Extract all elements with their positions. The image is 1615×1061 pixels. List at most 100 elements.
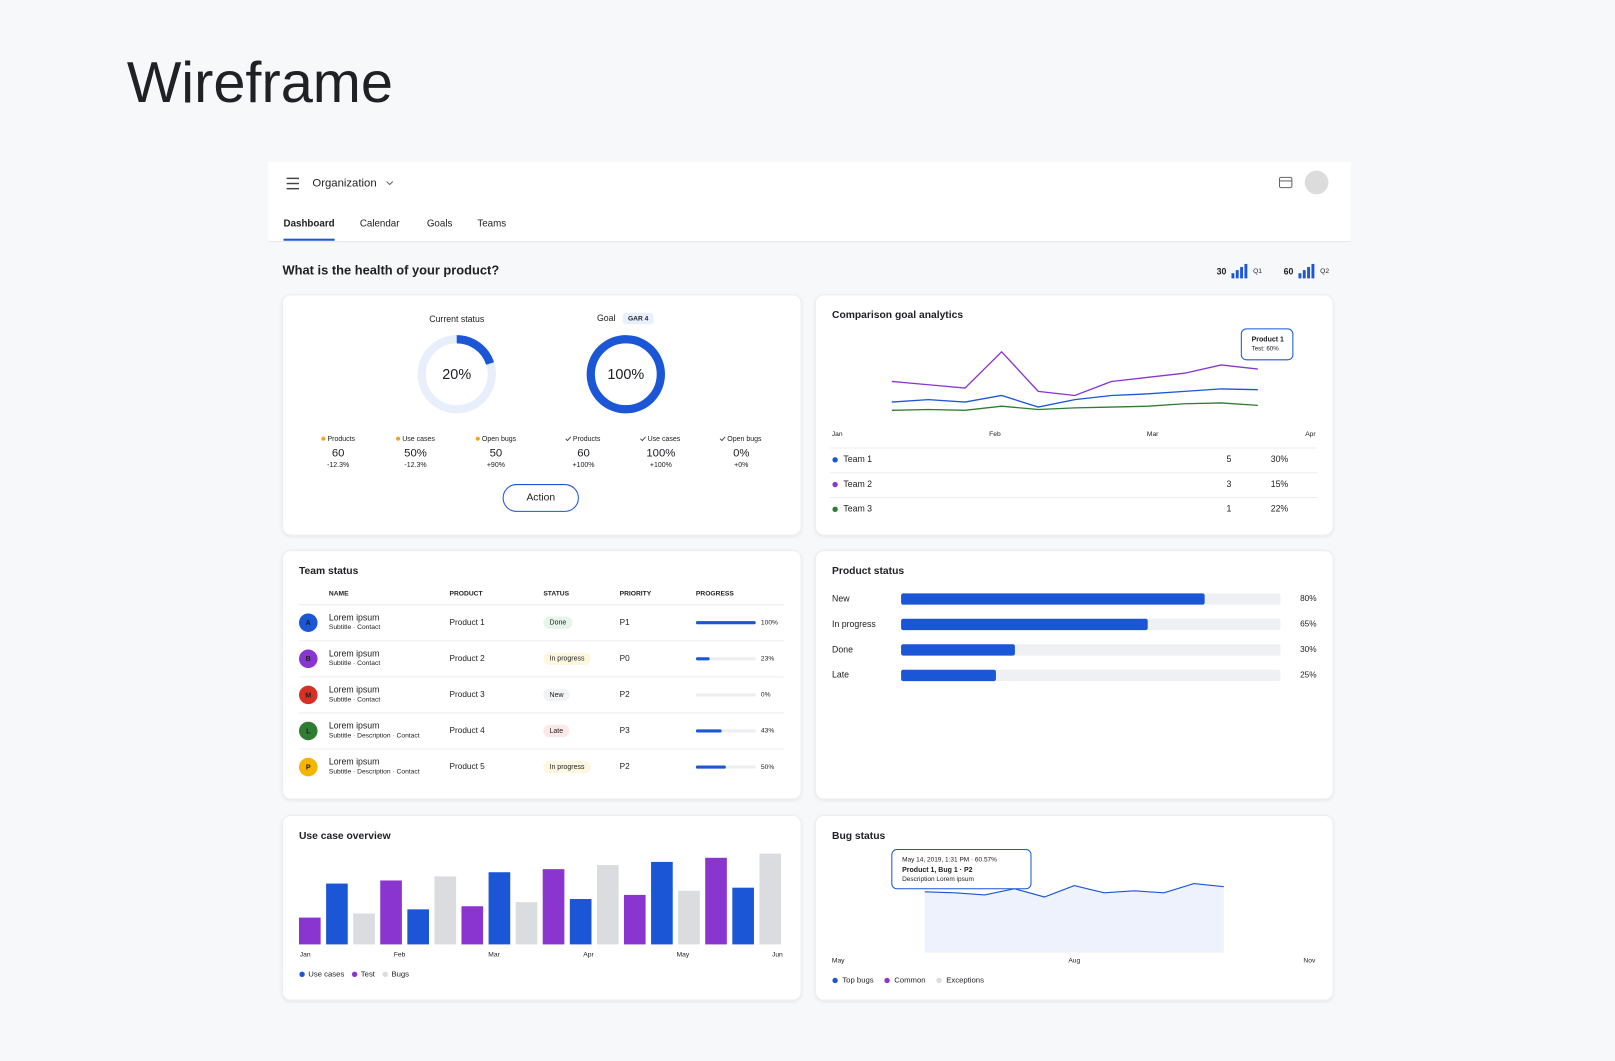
status-label: In progress bbox=[550, 764, 586, 771]
legend-label: Top bugs bbox=[842, 976, 873, 985]
row-subtitle: Subtitle · Description · Contact bbox=[329, 732, 420, 739]
row-name: Lorem ipsum bbox=[329, 721, 380, 731]
legend-dot bbox=[351, 971, 358, 977]
bar bbox=[705, 857, 727, 945]
metric-value: 60 bbox=[332, 448, 345, 460]
progress-label: 43% bbox=[761, 728, 774, 735]
progress-label: 0% bbox=[761, 692, 771, 699]
page-title: Wireframe bbox=[127, 51, 393, 115]
progress-label: 23% bbox=[761, 656, 774, 663]
card-title: Bug status bbox=[832, 831, 885, 842]
bar-label: 30% bbox=[1300, 645, 1317, 654]
metric-name: Open bugs bbox=[727, 436, 762, 443]
area-fill bbox=[924, 883, 1224, 953]
column-header: STATUS bbox=[543, 591, 569, 598]
app-bar bbox=[268, 161, 1351, 243]
summary-icon-bar bbox=[1307, 267, 1311, 279]
metric-value: 50% bbox=[404, 448, 427, 460]
x-tick-label: Mar bbox=[488, 951, 500, 958]
avatar bbox=[298, 685, 318, 705]
action-button[interactable] bbox=[502, 484, 579, 512]
row-priority: P1 bbox=[620, 618, 630, 627]
bar bbox=[407, 909, 429, 945]
legend-dot bbox=[832, 457, 838, 463]
donut-arc bbox=[417, 335, 496, 414]
goal-badge-text: GAR 4 bbox=[628, 315, 649, 322]
summary-icon-bar bbox=[1311, 263, 1315, 279]
column-header: NAME bbox=[329, 591, 349, 598]
row-product[interactable]: Product 1 bbox=[450, 618, 486, 627]
line-series bbox=[891, 350, 1258, 397]
avatar bbox=[298, 649, 318, 669]
row-name: In progress bbox=[832, 619, 876, 629]
metric-delta: +0% bbox=[734, 462, 748, 469]
row-priority: P3 bbox=[620, 726, 630, 735]
status-chip bbox=[543, 616, 573, 629]
legend-dot bbox=[832, 977, 838, 984]
tab[interactable]: Goals bbox=[427, 218, 453, 229]
x-tick-label: Apr bbox=[1305, 431, 1316, 438]
summary-icon-bar bbox=[1244, 263, 1248, 279]
org-name[interactable]: Organization bbox=[312, 178, 376, 190]
x-tick-label: May bbox=[832, 958, 845, 965]
tab[interactable]: Calendar bbox=[360, 218, 400, 229]
bar-label: 80% bbox=[1300, 594, 1317, 603]
legend-label: Exceptions bbox=[946, 976, 984, 985]
row-subtitle: Subtitle · Contact bbox=[329, 660, 380, 667]
row-product[interactable]: Product 3 bbox=[450, 690, 486, 699]
row-name: Lorem ipsum bbox=[329, 648, 380, 658]
metric-delta: -12.3% bbox=[327, 462, 349, 469]
status-chip bbox=[543, 724, 570, 738]
line-series bbox=[891, 402, 1258, 412]
status-label: Late bbox=[550, 728, 564, 735]
tab[interactable]: Teams bbox=[477, 218, 506, 229]
bar bbox=[732, 887, 754, 945]
status-label: New bbox=[550, 692, 565, 699]
progress-label: 50% bbox=[761, 764, 774, 771]
row-name: Lorem ipsum bbox=[329, 757, 380, 767]
donut-label: 100% bbox=[607, 367, 644, 383]
bar bbox=[380, 880, 402, 945]
row-product[interactable]: Product 5 bbox=[450, 762, 486, 771]
legend-label: Team 3 bbox=[843, 504, 872, 514]
card bbox=[281, 294, 802, 536]
bar bbox=[759, 853, 782, 945]
row-share: 15% bbox=[1271, 479, 1289, 489]
bar bbox=[434, 876, 457, 945]
metric-check bbox=[719, 436, 726, 442]
row-subtitle: Subtitle · Contact bbox=[329, 696, 380, 703]
current-label: Current status bbox=[429, 314, 485, 324]
row-product[interactable]: Product 4 bbox=[450, 726, 486, 735]
row-name: Done bbox=[832, 644, 853, 654]
bar bbox=[678, 890, 700, 945]
bar bbox=[651, 861, 673, 945]
menu-icon[interactable] bbox=[286, 177, 299, 190]
legend-dot bbox=[832, 506, 838, 512]
donut-label: 20% bbox=[442, 367, 471, 383]
card bbox=[281, 550, 802, 800]
legend-dot bbox=[884, 977, 890, 984]
card-title: Product status bbox=[832, 566, 904, 577]
bar bbox=[901, 618, 1148, 631]
action-label[interactable]: Action bbox=[526, 493, 555, 504]
row-priority: P0 bbox=[620, 654, 630, 663]
window-icon[interactable] bbox=[1278, 176, 1293, 189]
metric-name: Use cases bbox=[402, 436, 435, 443]
avatar-initial: L bbox=[306, 726, 311, 735]
metric-value: 100% bbox=[646, 448, 675, 460]
bar-label: 25% bbox=[1300, 671, 1317, 680]
legend-label: Team 1 bbox=[843, 454, 872, 464]
status-label: Done bbox=[550, 620, 567, 627]
tab[interactable]: Dashboard bbox=[284, 218, 335, 229]
legend-label: Bugs bbox=[391, 969, 409, 978]
metric-dot bbox=[475, 436, 480, 441]
org-chevron[interactable] bbox=[386, 181, 394, 186]
avatar bbox=[298, 613, 318, 633]
avatar[interactable] bbox=[1304, 170, 1329, 195]
metric-delta: +100% bbox=[573, 462, 595, 469]
metric-dot bbox=[321, 436, 326, 441]
row-product[interactable]: Product 2 bbox=[450, 654, 486, 663]
x-tick-label: Jun bbox=[772, 951, 783, 958]
column-header: PRODUCT bbox=[450, 591, 484, 598]
row-subtitle: Subtitle · Contact bbox=[329, 624, 380, 631]
